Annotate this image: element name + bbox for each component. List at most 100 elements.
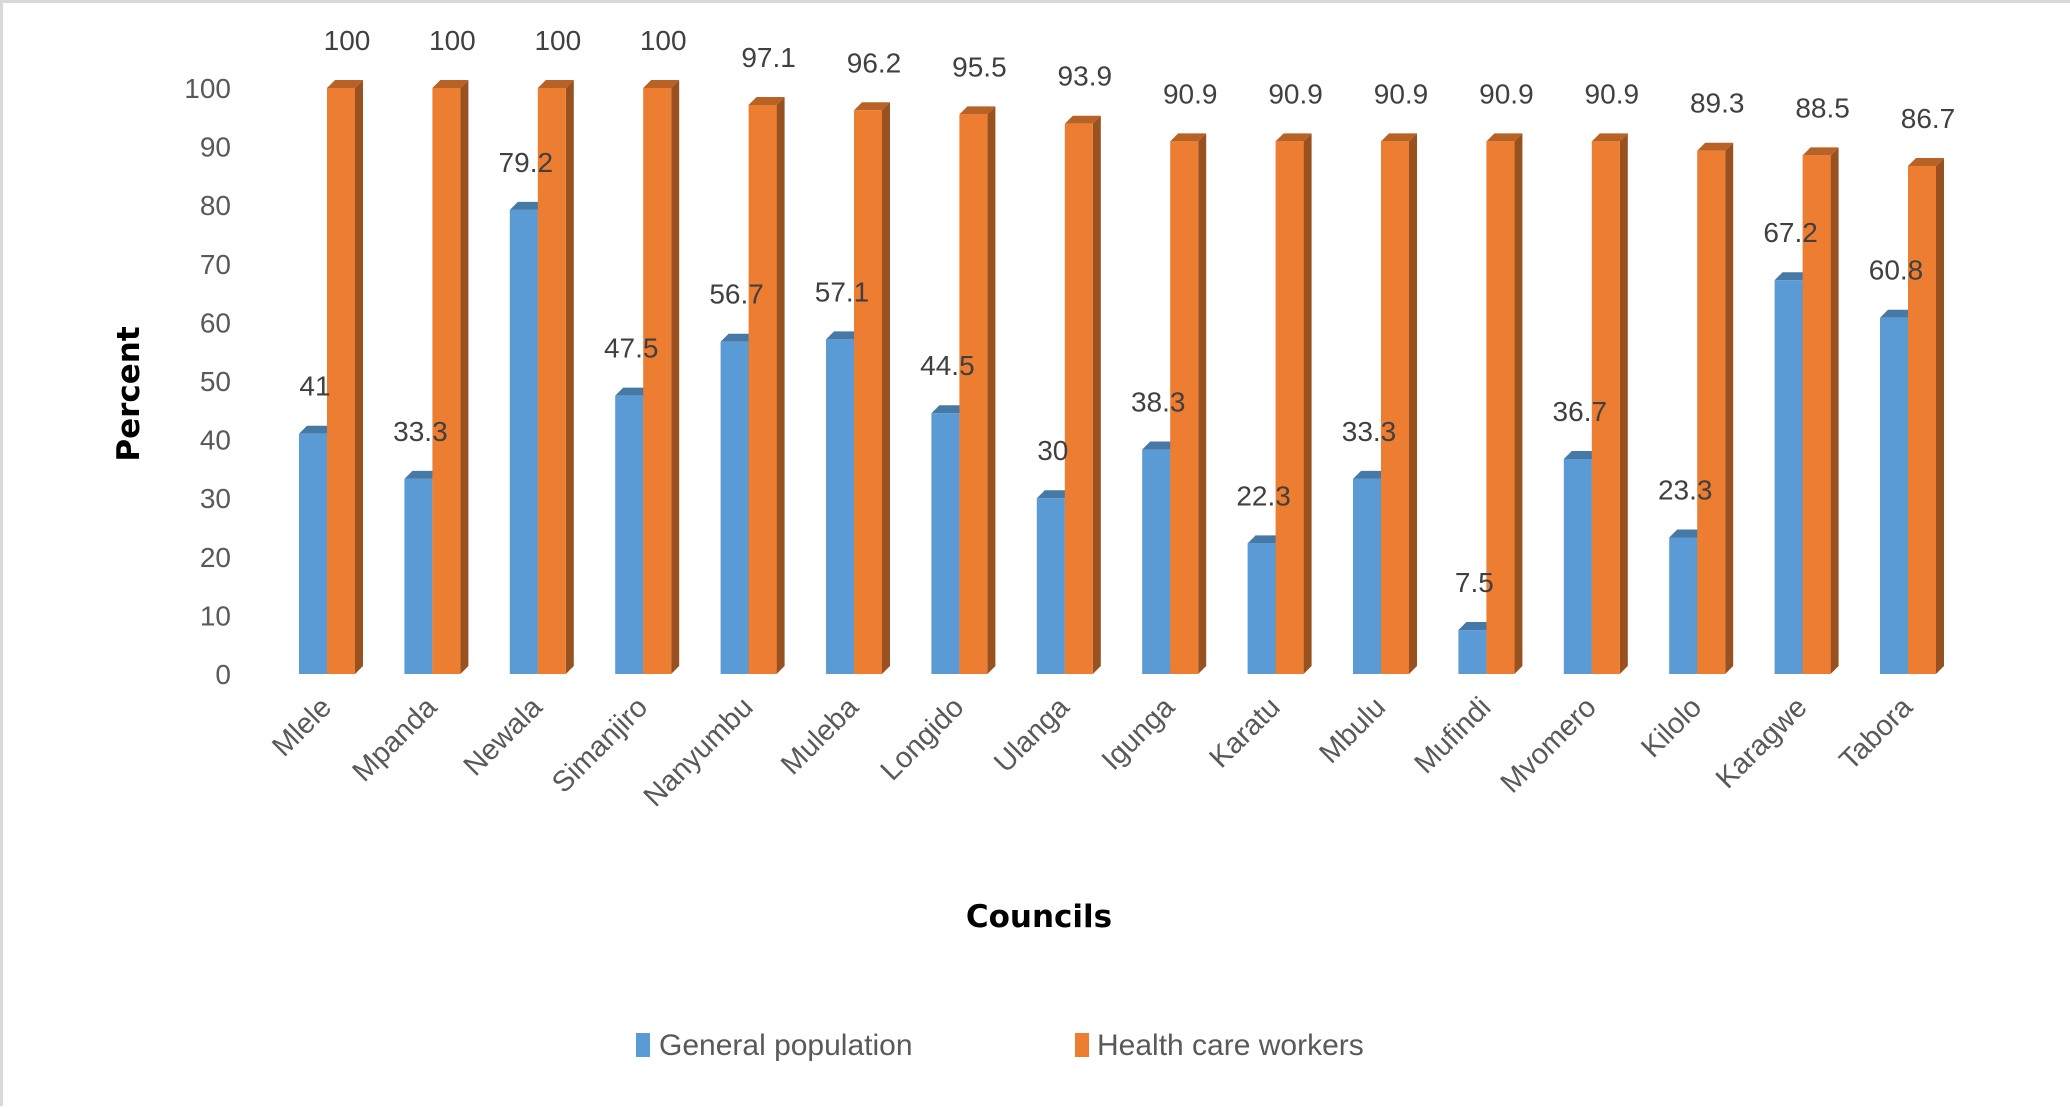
bar-top-health-care-workers <box>1697 142 1734 151</box>
bar-top-general-population <box>1563 450 1600 459</box>
bar-cluster <box>615 80 680 674</box>
y-tick-label: 10 <box>200 600 231 631</box>
y-axis-ticks: 0 10 20 30 40 50 60 70 80 90 100 <box>184 73 231 690</box>
bar-health-care-workers <box>959 114 988 675</box>
bar-cluster <box>1142 133 1207 675</box>
legend-label: Health care workers <box>1097 1029 1364 1062</box>
y-tick-label: 90 <box>200 132 231 163</box>
y-tick-label: 20 <box>200 542 231 573</box>
x-tick-label: Mvomero <box>1495 691 1603 799</box>
bar-cluster <box>1036 115 1101 675</box>
bar-group <box>299 80 1944 675</box>
bar-health-care-workers <box>1486 141 1515 675</box>
x-tick-label: Tabora <box>1834 691 1920 777</box>
bar-general-population <box>509 209 538 674</box>
y-tick-label: 30 <box>200 483 231 514</box>
bar-cluster <box>1669 142 1734 674</box>
data-label-health-care-workers: 100 <box>640 25 687 56</box>
data-label-general-population: 56.7 <box>709 279 764 310</box>
y-tick-label: 70 <box>200 249 231 280</box>
x-tick-label: Newala <box>458 691 550 783</box>
x-tick-label: Karatu <box>1203 691 1286 774</box>
data-label-health-care-workers: 93.9 <box>1058 61 1113 92</box>
bar-general-population <box>1563 458 1592 674</box>
bar-general-population <box>1353 478 1381 674</box>
data-label-health-care-workers: 90.9 <box>1268 78 1323 109</box>
data-label-health-care-workers: 86.7 <box>1901 103 1956 134</box>
data-label-general-population: 57.1 <box>815 276 870 307</box>
bar-top-general-population <box>1142 441 1179 450</box>
bar-side-health-care-workers <box>1409 133 1417 675</box>
bar-top-general-population <box>404 470 441 479</box>
bar-side-health-care-workers <box>882 102 890 674</box>
bar-side-health-care-workers <box>776 96 785 674</box>
x-tick-label: Mlele <box>266 691 338 763</box>
bar-general-population <box>1142 449 1171 674</box>
bar-top-general-population <box>509 201 546 210</box>
data-label-general-population: 7.5 <box>1455 567 1494 598</box>
bar-cluster <box>720 96 785 674</box>
data-label-health-care-workers: 90.9 <box>1479 78 1534 109</box>
bar-cluster <box>931 106 996 675</box>
bar-health-care-workers <box>1170 141 1199 675</box>
x-tick-label: Nanyumbu <box>638 691 760 813</box>
bar-top-health-care-workers <box>1064 115 1101 124</box>
bar-top-health-care-workers <box>854 102 890 111</box>
bar-top-health-care-workers <box>1381 133 1417 142</box>
bar-side-health-care-workers <box>1514 133 1523 675</box>
bar-health-care-workers <box>1908 165 1936 675</box>
data-labels: 41 100 33.3 100 79.2 100 47.5 100 56.7 97.1 57.1 96… <box>299 25 1955 598</box>
data-label-general-population: 33.3 <box>1342 416 1397 447</box>
y-tick-label: 40 <box>200 425 231 456</box>
data-label-general-population: 22.3 <box>1236 480 1291 511</box>
bar-general-population <box>299 433 327 674</box>
bar-health-care-workers <box>854 110 882 674</box>
bar-side-health-care-workers <box>1303 133 1312 675</box>
bar-top-health-care-workers <box>327 80 363 88</box>
bar-side-health-care-workers <box>460 80 469 674</box>
bar-top-health-care-workers <box>1908 157 1944 166</box>
data-label-health-care-workers: 95.5 <box>952 51 1007 82</box>
bar-health-care-workers <box>1802 155 1831 674</box>
data-label-health-care-workers: 90.9 <box>1163 78 1218 109</box>
bar-cluster <box>1774 147 1839 674</box>
bar-general-population <box>1247 543 1276 674</box>
bar-cluster <box>509 80 574 674</box>
bar-cluster <box>1458 133 1523 675</box>
x-tick-label: Mufindi <box>1409 691 1498 780</box>
data-label-health-care-workers: 90.9 <box>1374 78 1429 109</box>
bar-top-general-population <box>1774 272 1811 281</box>
x-tick-label: Igunga <box>1096 691 1182 777</box>
bar-side-health-care-workers <box>987 106 996 675</box>
bar-top-health-care-workers <box>748 96 785 105</box>
x-tick-label: Mpanda <box>347 691 444 788</box>
legend-label: General population <box>659 1029 913 1062</box>
bar-top-general-population <box>1247 535 1284 544</box>
data-label-general-population: 23.3 <box>1658 474 1713 505</box>
bar-health-care-workers <box>1381 141 1409 675</box>
bar-cluster <box>826 102 890 674</box>
bar-side-health-care-workers <box>1830 147 1839 674</box>
bar-side-health-care-workers <box>1198 133 1207 675</box>
bar-top-general-population <box>1880 309 1916 318</box>
bar-health-care-workers <box>1697 150 1726 674</box>
bar-general-population <box>1880 317 1908 674</box>
bar-general-population <box>404 478 433 674</box>
bar-side-health-care-workers <box>1725 142 1734 674</box>
bar-health-care-workers <box>1064 123 1093 675</box>
bar-side-health-care-workers <box>671 80 680 674</box>
bar-health-care-workers <box>432 88 461 674</box>
legend-swatch <box>636 1033 650 1057</box>
data-label-general-population: 30 <box>1037 435 1068 466</box>
bar-top-health-care-workers <box>537 80 574 88</box>
data-label-health-care-workers: 97.1 <box>741 42 796 73</box>
data-label-health-care-workers: 100 <box>429 25 476 56</box>
bar-side-health-care-workers <box>1092 115 1101 675</box>
bar-health-care-workers <box>1275 141 1304 675</box>
x-tick-label: Kilolo <box>1635 691 1708 764</box>
x-axis-title: Councils <box>966 899 1112 935</box>
legend-item: Health care workers <box>1075 1029 1364 1062</box>
data-label-general-population: 47.5 <box>604 333 659 364</box>
data-label-health-care-workers: 100 <box>534 25 581 56</box>
bar-top-general-population <box>931 405 968 414</box>
